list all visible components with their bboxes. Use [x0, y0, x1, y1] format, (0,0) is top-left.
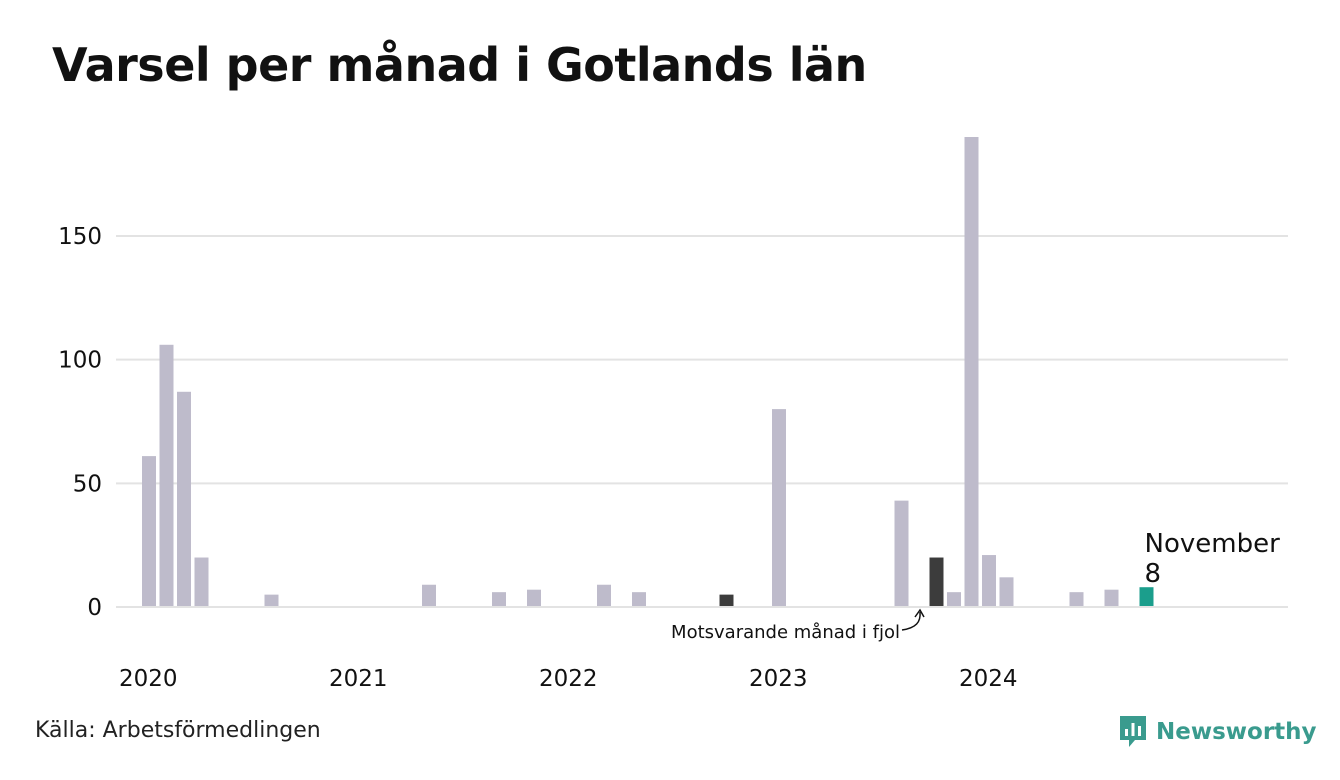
bar — [597, 584, 611, 607]
bar — [194, 557, 209, 607]
comparison-arrow-head — [914, 608, 925, 618]
highlight-month-label: November — [1145, 529, 1281, 559]
x-tick-label: 2023 — [749, 666, 808, 692]
source-note: Källa: Arbetsförmedlingen — [35, 718, 321, 743]
comparison-note: Motsvarande månad i fjol — [671, 622, 900, 643]
bar — [142, 456, 156, 607]
y-tick-label: 100 — [58, 348, 102, 374]
bar — [527, 589, 541, 607]
x-axis-ticks: 2020 2021 2022 2023 2024 — [119, 666, 1018, 692]
bar — [492, 592, 506, 607]
gridlines — [116, 234, 1288, 608]
bar — [772, 409, 786, 607]
y-tick-label: 0 — [87, 595, 102, 621]
bar — [999, 577, 1014, 607]
x-tick-label: 2024 — [959, 666, 1018, 692]
bar-comparison — [719, 594, 734, 607]
bar — [264, 594, 279, 607]
newsworthy-logo: Newsworthy — [1118, 714, 1317, 750]
highlight-value-label: 8 — [1145, 559, 1162, 589]
bars — [116, 137, 1288, 608]
bar — [1069, 592, 1084, 607]
x-tick-label: 2020 — [119, 666, 178, 692]
bar — [632, 592, 646, 607]
logo-text: Newsworthy — [1156, 719, 1317, 745]
bar — [982, 555, 996, 607]
y-axis-ticks: 0 50 100 150 — [58, 224, 102, 621]
bar — [422, 584, 436, 607]
newsworthy-logo-icon — [1120, 716, 1146, 747]
chart-title: Varsel per månad i Gotlands län — [52, 38, 867, 92]
bar — [894, 500, 909, 607]
bar — [1104, 589, 1119, 607]
bar — [964, 137, 979, 607]
bar-comparison — [929, 557, 944, 607]
bar — [159, 344, 174, 607]
bar — [177, 391, 191, 607]
bar-highlight — [1139, 587, 1154, 607]
bar-chart: 0 50 100 150 2020 2021 2022 2023 2024 November8… — [58, 137, 1288, 692]
bar — [947, 592, 961, 607]
comparison-arrow — [901, 611, 921, 631]
y-tick-label: 150 — [58, 224, 102, 250]
x-tick-label: 2021 — [329, 666, 388, 692]
y-tick-label: 50 — [73, 471, 102, 497]
x-tick-label: 2022 — [539, 666, 598, 692]
